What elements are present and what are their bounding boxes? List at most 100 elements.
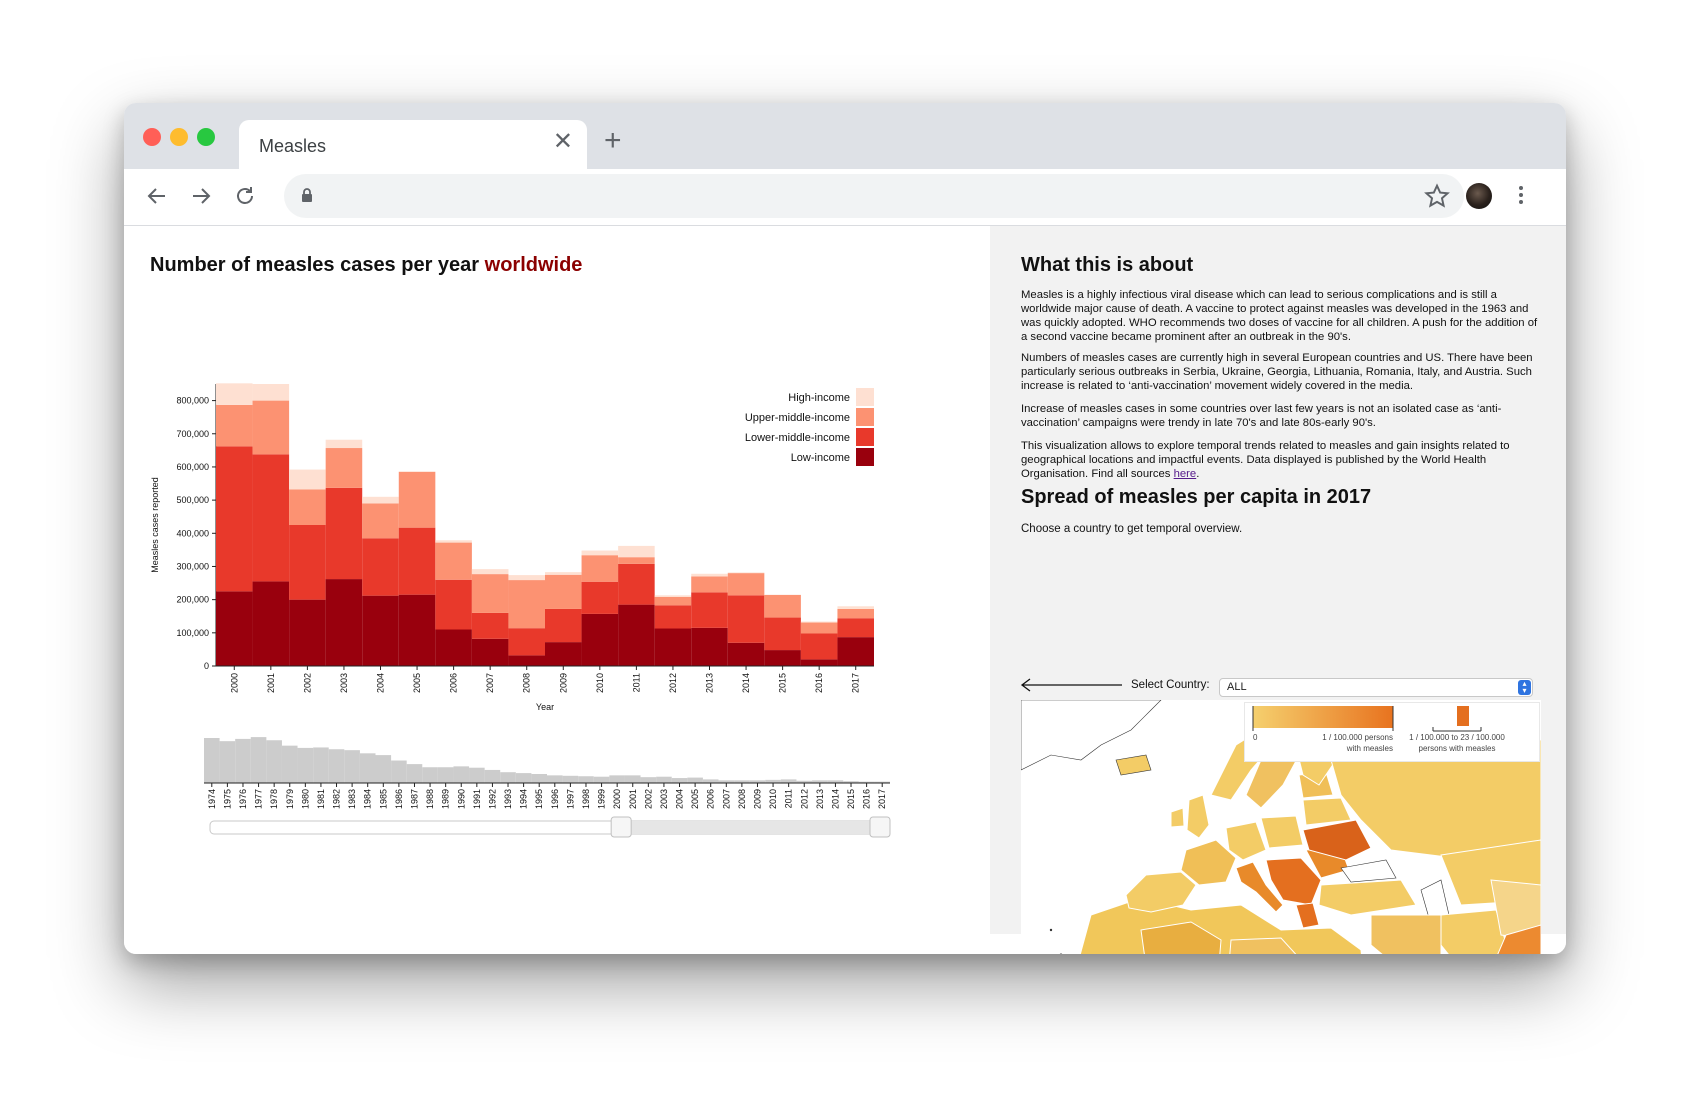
range-end-handle[interactable] [869, 816, 891, 838]
overview-bar-1996 [547, 775, 563, 783]
bar-high-income-2008[interactable] [508, 575, 545, 581]
bar-upper-middle-income-2010[interactable] [581, 555, 619, 582]
map-region-greece [1295, 902, 1320, 929]
bar-lower-middle-income-2017[interactable] [837, 618, 874, 638]
bar-high-income-2003[interactable] [325, 439, 363, 449]
bar-high-income-2007[interactable] [471, 569, 509, 575]
minimize-window-button[interactable] [170, 128, 188, 146]
bar-lower-middle-income-2015[interactable] [764, 617, 801, 651]
bar-upper-middle-income-2015[interactable] [764, 595, 801, 618]
bar-high-income-2014[interactable] [727, 572, 765, 574]
close-window-button[interactable] [143, 128, 161, 146]
bar-upper-middle-income-2004[interactable] [362, 503, 399, 539]
reload-button[interactable] [228, 179, 262, 213]
bar-low-income-2015[interactable] [764, 650, 801, 666]
bar-low-income-2003[interactable] [325, 579, 363, 666]
year-range-selection[interactable] [621, 821, 890, 834]
bar-low-income-2012[interactable] [654, 628, 692, 666]
bar-lower-middle-income-2010[interactable] [581, 581, 619, 614]
legend-swatch [856, 388, 874, 406]
bar-lower-middle-income-2016[interactable] [800, 633, 838, 660]
bar-lower-middle-income-2009[interactable] [545, 608, 582, 643]
overview-x-label: 2004 [675, 789, 685, 809]
bar-high-income-2002[interactable] [289, 469, 326, 490]
overview-bar-2012 [796, 780, 813, 783]
bar-high-income-2013[interactable] [691, 573, 728, 577]
bar-low-income-2008[interactable] [508, 655, 545, 666]
bar-high-income-2010[interactable] [581, 550, 619, 556]
country-select[interactable]: ALL ▴ ▾ [1219, 678, 1533, 697]
bar-low-income-2013[interactable] [691, 627, 728, 666]
bar-upper-middle-income-2002[interactable] [289, 489, 326, 525]
bar-upper-middle-income-2005[interactable] [398, 471, 436, 528]
bar-low-income-2014[interactable] [727, 642, 765, 666]
bar-upper-middle-income-2014[interactable] [727, 573, 765, 596]
bar-low-income-2000[interactable] [216, 591, 253, 666]
bar-high-income-2000[interactable] [216, 383, 253, 405]
bar-upper-middle-income-2003[interactable] [325, 448, 363, 488]
bookmark-star-icon[interactable] [1424, 183, 1450, 209]
bar-upper-middle-income-2013[interactable] [691, 576, 728, 593]
bar-low-income-2001[interactable] [252, 581, 290, 666]
bar-low-income-2006[interactable] [435, 629, 472, 666]
legend-swatch [856, 448, 874, 466]
address-bar[interactable] [284, 174, 1464, 218]
bar-lower-middle-income-2004[interactable] [362, 538, 399, 596]
bar-low-income-2017[interactable] [837, 637, 874, 666]
bar-high-income-2006[interactable] [435, 540, 472, 543]
new-tab-button[interactable]: + [604, 124, 622, 157]
bar-upper-middle-income-2007[interactable] [471, 574, 509, 613]
tab-measles[interactable]: Measles ✕ [239, 120, 587, 169]
bar-high-income-2011[interactable] [618, 545, 655, 558]
bar-low-income-2009[interactable] [545, 642, 582, 666]
bar-high-income-2017[interactable] [837, 606, 874, 609]
bar-lower-middle-income-2005[interactable] [398, 527, 436, 595]
menu-dot-icon [1519, 186, 1523, 190]
range-start-handle[interactable] [610, 816, 632, 838]
bar-upper-middle-income-2016[interactable] [800, 622, 838, 634]
bar-upper-middle-income-2017[interactable] [837, 608, 874, 619]
title-prefix: Number of measles cases per year [150, 254, 480, 276]
bar-lower-middle-income-2013[interactable] [691, 592, 728, 628]
zoom-window-button[interactable] [197, 128, 215, 146]
bar-low-income-2007[interactable] [471, 638, 509, 666]
bar-upper-middle-income-2000[interactable] [216, 404, 253, 447]
bar-low-income-2011[interactable] [618, 604, 655, 666]
bar-high-income-2012[interactable] [654, 595, 692, 597]
bar-low-income-2010[interactable] [581, 613, 619, 666]
bar-upper-middle-income-2009[interactable] [545, 574, 582, 609]
bar-low-income-2004[interactable] [362, 595, 399, 666]
bar-high-income-2004[interactable] [362, 496, 399, 504]
bar-low-income-2005[interactable] [398, 594, 436, 666]
bar-lower-middle-income-2000[interactable] [216, 446, 253, 592]
bar-upper-middle-income-2011[interactable] [618, 557, 655, 564]
bar-upper-middle-income-2006[interactable] [435, 542, 472, 580]
bar-high-income-2005[interactable] [398, 471, 436, 472]
bar-high-income-2016[interactable] [800, 621, 838, 623]
overview-bar-1974 [204, 738, 220, 783]
bar-upper-middle-income-2001[interactable] [252, 400, 290, 455]
bar-lower-middle-income-2007[interactable] [471, 612, 509, 639]
overview-x-label: 1980 [300, 789, 310, 809]
bar-low-income-2016[interactable] [800, 659, 838, 666]
bar-lower-middle-income-2012[interactable] [654, 605, 692, 629]
bar-low-income-2002[interactable] [289, 599, 326, 666]
browser-menu-button[interactable] [1516, 183, 1526, 211]
bar-upper-middle-income-2012[interactable] [654, 596, 692, 606]
profile-avatar[interactable] [1466, 183, 1492, 209]
bar-lower-middle-income-2003[interactable] [325, 487, 363, 580]
tab-close-icon[interactable]: ✕ [552, 128, 573, 155]
forward-button[interactable] [184, 179, 218, 213]
bar-high-income-2009[interactable] [545, 572, 582, 575]
bar-lower-middle-income-2014[interactable] [727, 595, 765, 643]
bar-lower-middle-income-2006[interactable] [435, 579, 472, 630]
bar-upper-middle-income-2008[interactable] [508, 580, 545, 629]
bar-lower-middle-income-2011[interactable] [618, 563, 655, 605]
bar-lower-middle-income-2008[interactable] [508, 628, 545, 656]
sources-link[interactable]: here [1173, 468, 1197, 480]
bar-lower-middle-income-2001[interactable] [252, 454, 290, 582]
back-button[interactable] [140, 179, 174, 213]
x-tick-label: 2012 [668, 673, 678, 693]
bar-high-income-2001[interactable] [252, 384, 290, 401]
bar-lower-middle-income-2002[interactable] [289, 525, 326, 600]
